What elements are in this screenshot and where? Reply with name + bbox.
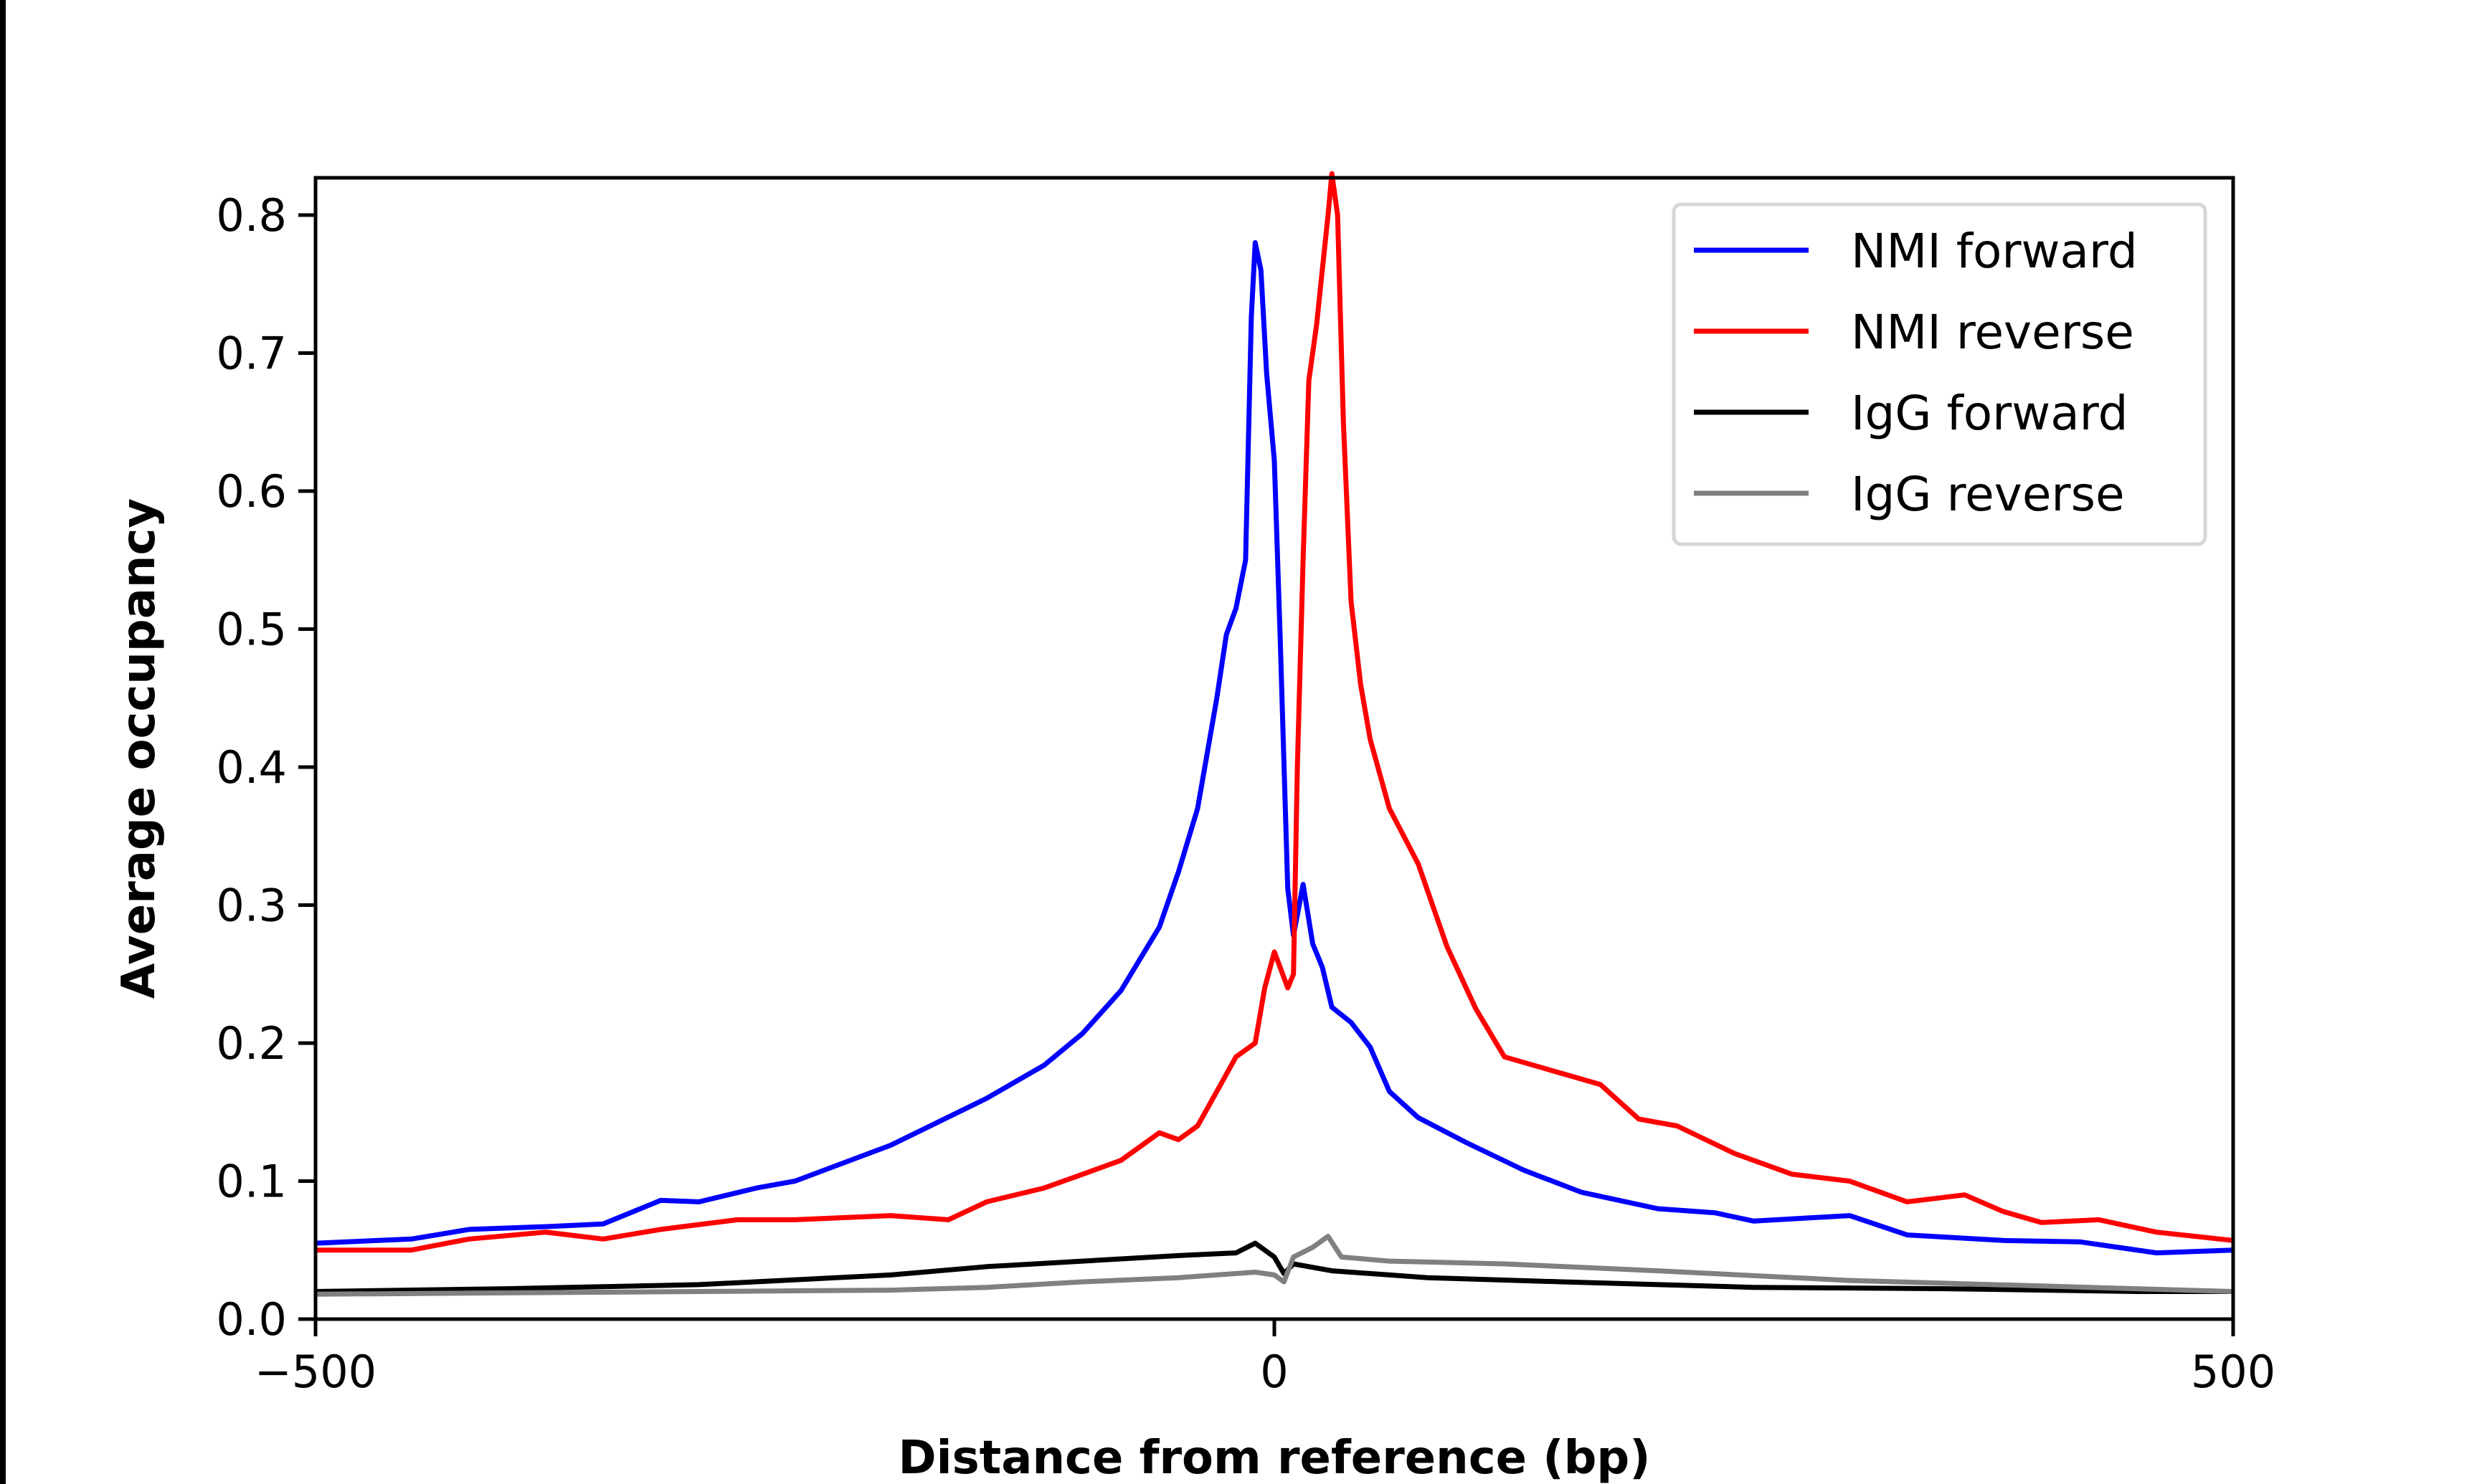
x-axis: −500 0 500 (255, 1319, 2275, 1398)
legend-item: IgG forward (1694, 386, 2128, 441)
legend-item: NMI reverse (1694, 305, 2134, 360)
series-line-igg-reverse (315, 1234, 2234, 1297)
legend-label: NMI forward (1851, 224, 2138, 279)
series-layer (315, 171, 2234, 1297)
y-tick-label: 0.1 (216, 1155, 287, 1207)
y-tick-label: 0.7 (216, 327, 287, 379)
y-tick-label: 0.0 (216, 1293, 287, 1346)
y-tick-label: 0.4 (216, 741, 287, 794)
y-tick-label: 0.5 (216, 603, 287, 655)
x-tick-label: 0 (1260, 1346, 1288, 1398)
y-axis: 0.0 0.1 0.2 0.3 0.4 0.5 0.6 0.7 0.8 (216, 189, 316, 1346)
legend-box (1672, 202, 2207, 546)
y-tick-label: 0.3 (216, 879, 287, 931)
x-tick-label: 500 (2191, 1346, 2275, 1398)
legend-label: IgG forward (1851, 386, 2128, 441)
x-tick-label: −500 (255, 1346, 376, 1398)
image-left-border (0, 0, 6, 1484)
legend-item: IgG reverse (1694, 467, 2125, 522)
y-axis-title: Average occupancy (113, 498, 166, 999)
y-tick-label: 0.6 (216, 465, 287, 518)
x-axis-title: Distance from reference (bp) (899, 1432, 1651, 1484)
y-tick-label: 0.8 (216, 189, 287, 242)
legend-label: NMI reverse (1851, 305, 2134, 360)
legend: NMI forward NMI reverse IgG forward IgG rev… (1672, 202, 2207, 546)
series-line-nmi-forward (315, 240, 2234, 1256)
series-line-igg-forward (315, 1240, 2233, 1294)
legend-label: IgG reverse (1851, 467, 2125, 522)
legend-item: NMI forward (1694, 224, 2138, 279)
series-line-nmi-reverse (316, 171, 2234, 1253)
y-tick-label: 0.2 (216, 1017, 287, 1070)
